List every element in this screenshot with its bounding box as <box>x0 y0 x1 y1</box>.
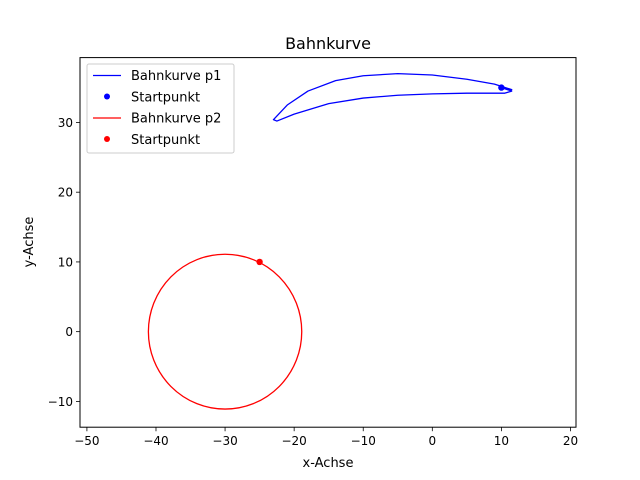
plot-area <box>147 72 513 410</box>
x-tick-label: 20 <box>563 434 578 448</box>
y-tick-label: −10 <box>48 395 73 409</box>
x-tick-label: −20 <box>281 434 306 448</box>
x-tick-label: −10 <box>351 434 376 448</box>
x-tick-label: −30 <box>212 434 237 448</box>
x-axis-label: x-Achse <box>303 456 354 471</box>
y-axis: −10 0 10 20 30 <box>48 116 80 409</box>
legend-marker-start2 <box>104 136 110 142</box>
y-axis-label: y-Achse <box>22 217 37 268</box>
legend-marker-start1 <box>104 93 110 100</box>
legend-label-p1: Bahnkurve p1 <box>131 69 221 84</box>
y-tick-label: 20 <box>58 186 73 200</box>
x-tick-label: 10 <box>494 434 509 448</box>
legend-label-start1: Startpunkt <box>131 91 200 106</box>
series-line-p2 <box>147 253 303 410</box>
legend-box <box>86 63 235 154</box>
legend: Bahnkurve p1 Startpunkt Bahnkurve p2 Sta… <box>86 63 235 154</box>
y-tick-label: 30 <box>58 116 73 130</box>
legend-label-start2: Startpunkt <box>131 133 200 148</box>
x-tick-label: 0 <box>428 434 436 448</box>
chart-title: Bahnkurve <box>285 34 371 53</box>
x-axis: −50 −40 −30 −20 −10 0 10 20 <box>74 427 578 448</box>
axes-frame <box>79 57 577 428</box>
y-tick-label: 10 <box>58 255 73 269</box>
x-tick-label: −50 <box>74 434 99 448</box>
series-line-p1 <box>272 72 513 122</box>
y-tick-label: 0 <box>65 325 73 339</box>
x-tick-label: −40 <box>143 434 168 448</box>
start-point-marker-3 <box>256 258 263 266</box>
legend-label-p2: Bahnkurve p2 <box>131 112 221 127</box>
start-point-marker-1 <box>498 84 505 91</box>
